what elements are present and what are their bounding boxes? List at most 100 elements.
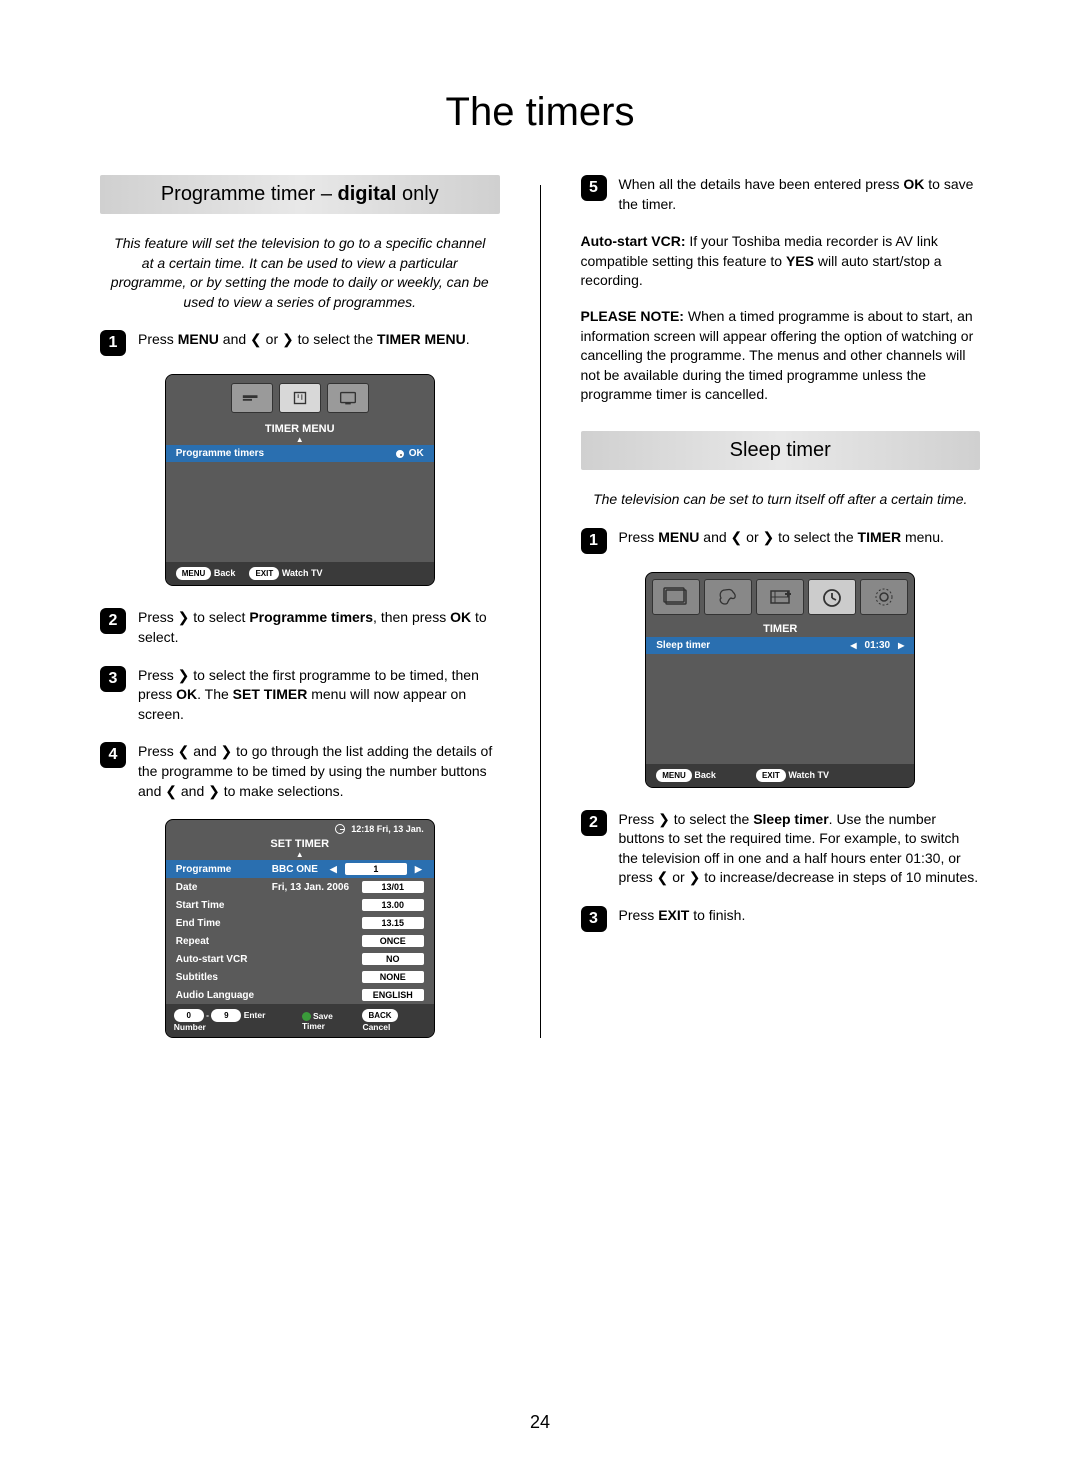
set-timer-row: End Time 13.15 xyxy=(166,914,434,932)
sleep-step-1: 1 Press MENU and ❮ or ❯ to select the TI… xyxy=(581,528,981,554)
intro-text: This feature will set the television to … xyxy=(110,234,490,312)
sleep-timer-row: Sleep timer ◀01:30▶ xyxy=(646,637,914,654)
clock-icon xyxy=(335,824,345,834)
step-badge: 5 xyxy=(581,175,607,201)
picture-icon xyxy=(652,579,700,615)
step-badge: 2 xyxy=(581,810,607,836)
row-value: ONCE xyxy=(362,935,424,947)
menu-row-programme-timers: Programme timers OK xyxy=(166,445,434,462)
column-divider xyxy=(540,185,541,1038)
menu-empty-body xyxy=(166,462,434,562)
step-text: Press MENU and ❮ or ❯ to select the TIME… xyxy=(619,528,944,548)
icon-row xyxy=(646,573,914,619)
manual-page: The timers Programme timer – digital onl… xyxy=(0,0,1080,1473)
right-arrow-icon: ▶ xyxy=(898,641,904,650)
timer-icon xyxy=(808,579,856,615)
row-label: Programme xyxy=(176,864,266,875)
sound-icon xyxy=(704,579,752,615)
step-badge: 3 xyxy=(100,666,126,692)
set-timer-row: Programme BBC ONE ◀ 1 ▶ xyxy=(166,860,434,878)
menu-icon-tv xyxy=(327,383,369,413)
row-label: End Time xyxy=(176,918,266,929)
step-text: Press EXIT to finish. xyxy=(619,906,746,926)
menu-icon xyxy=(231,383,273,413)
row-value: 13/01 xyxy=(362,881,424,893)
menu-pill: MENU xyxy=(656,769,692,782)
row-label: Subtitles xyxy=(176,972,266,983)
menu-footer: MENU Back EXIT Watch TV xyxy=(166,562,434,585)
left-arrow-icon: ◀ xyxy=(328,864,339,875)
section-header-programme-timer: Programme timer – digital only xyxy=(100,175,500,214)
step-badge: 1 xyxy=(581,528,607,554)
row-value: NO xyxy=(362,953,424,965)
feature-icon xyxy=(756,579,804,615)
step-text: Press ❯ to select the Sleep timer. Use t… xyxy=(619,810,981,888)
menu-pill: MENU xyxy=(176,567,212,580)
row-label: Date xyxy=(176,882,266,893)
step-3: 3 Press ❯ to select the first programme … xyxy=(100,666,500,725)
menu-icon-timer xyxy=(279,383,321,413)
row-label: Start Time xyxy=(176,900,266,911)
auto-start-vcr-para: Auto-start VCR: If your Toshiba media re… xyxy=(581,232,981,291)
row-value: 13.15 xyxy=(362,917,424,929)
set-timer-row: Subtitles NONE xyxy=(166,968,434,986)
right-column: 5 When all the details have been entered… xyxy=(581,175,981,1038)
left-arrow-icon: ◀ xyxy=(850,641,856,650)
timer2-title: TIMER xyxy=(646,619,914,637)
set-timer-row: Auto-start VCR NO xyxy=(166,950,434,968)
step-badge: 4 xyxy=(100,742,126,768)
step-badge: 2 xyxy=(100,608,126,634)
exit-pill: EXIT xyxy=(756,769,786,782)
step-text: Press ❯ to select the first programme to… xyxy=(138,666,500,725)
set-timer-footer: 0 - 9 Enter Number Save Timer BACK Cance… xyxy=(166,1004,434,1037)
sleep-step-3: 3 Press EXIT to finish. xyxy=(581,906,981,932)
please-note-para: PLEASE NOTE: When a timed programme is a… xyxy=(581,307,981,405)
page-number: 24 xyxy=(0,1412,1080,1433)
set-timer-row: Repeat ONCE xyxy=(166,932,434,950)
step-5: 5 When all the details have been entered… xyxy=(581,175,981,214)
set-timer-row: Date Fri, 13 Jan. 2006 13/01 xyxy=(166,878,434,896)
row-label: Repeat xyxy=(176,936,266,947)
ok-dot-icon xyxy=(396,450,404,458)
page-title: The timers xyxy=(100,90,980,135)
menu-icon-row xyxy=(166,375,434,419)
row-value: NONE xyxy=(362,971,424,983)
step-text: Press ❯ to select Programme timers, then… xyxy=(138,608,500,647)
set-timer-clock-row: 12:18 Fri, 13 Jan. xyxy=(166,820,434,834)
row-label: Auto-start VCR xyxy=(176,954,266,965)
up-arrow-icon: ▲ xyxy=(166,852,434,860)
back-pill: BACK xyxy=(362,1009,397,1022)
set-timer-row: Audio Language ENGLISH xyxy=(166,986,434,1004)
set-timer-screenshot: 12:18 Fri, 13 Jan. SET TIMER ▲ Programme… xyxy=(165,819,435,1038)
exit-pill: EXIT xyxy=(249,567,279,580)
section-header-sleep-timer: Sleep timer xyxy=(581,431,981,470)
row-mid: Fri, 13 Jan. 2006 xyxy=(272,882,356,893)
sleep-step-2: 2 Press ❯ to select the Sleep timer. Use… xyxy=(581,810,981,888)
step-text: Press MENU and ❮ or ❯ to select the TIME… xyxy=(138,330,470,350)
empty-body xyxy=(646,654,914,764)
sleep-timer-screenshot: TIMER Sleep timer ◀01:30▶ MENU Back EXIT… xyxy=(645,572,915,788)
row-label: Audio Language xyxy=(176,990,266,1001)
left-column: Programme timer – digital only This feat… xyxy=(100,175,500,1038)
nine-pill: 9 xyxy=(211,1009,241,1022)
sleep-intro: The television can be set to turn itself… xyxy=(591,490,971,510)
zero-pill: 0 xyxy=(174,1009,204,1022)
timer2-footer: MENU Back EXIT Watch TV xyxy=(646,764,914,787)
row-value: 1 xyxy=(345,863,407,875)
up-arrow-icon: ▲ xyxy=(166,437,434,445)
step-badge: 1 xyxy=(100,330,126,356)
setup-icon xyxy=(860,579,908,615)
row-value: ENGLISH xyxy=(362,989,424,1001)
two-column-layout: Programme timer – digital only This feat… xyxy=(100,175,980,1038)
green-dot-icon xyxy=(302,1012,311,1021)
step-badge: 3 xyxy=(581,906,607,932)
set-timer-row: Start Time 13.00 xyxy=(166,896,434,914)
set-timer-rows: Programme BBC ONE ◀ 1 ▶ Date Fri, 13 Jan. 2006… xyxy=(166,860,434,1004)
step-2: 2 Press ❯ to select Programme timers, th… xyxy=(100,608,500,647)
right-arrow-icon: ▶ xyxy=(413,864,424,875)
step-text: When all the details have been entered p… xyxy=(619,175,981,214)
row-mid: BBC ONE xyxy=(272,864,322,875)
step-4: 4 Press ❮ and ❯ to go through the list a… xyxy=(100,742,500,801)
row-value: 13.00 xyxy=(362,899,424,911)
step-text: Press ❮ and ❯ to go through the list add… xyxy=(138,742,500,801)
